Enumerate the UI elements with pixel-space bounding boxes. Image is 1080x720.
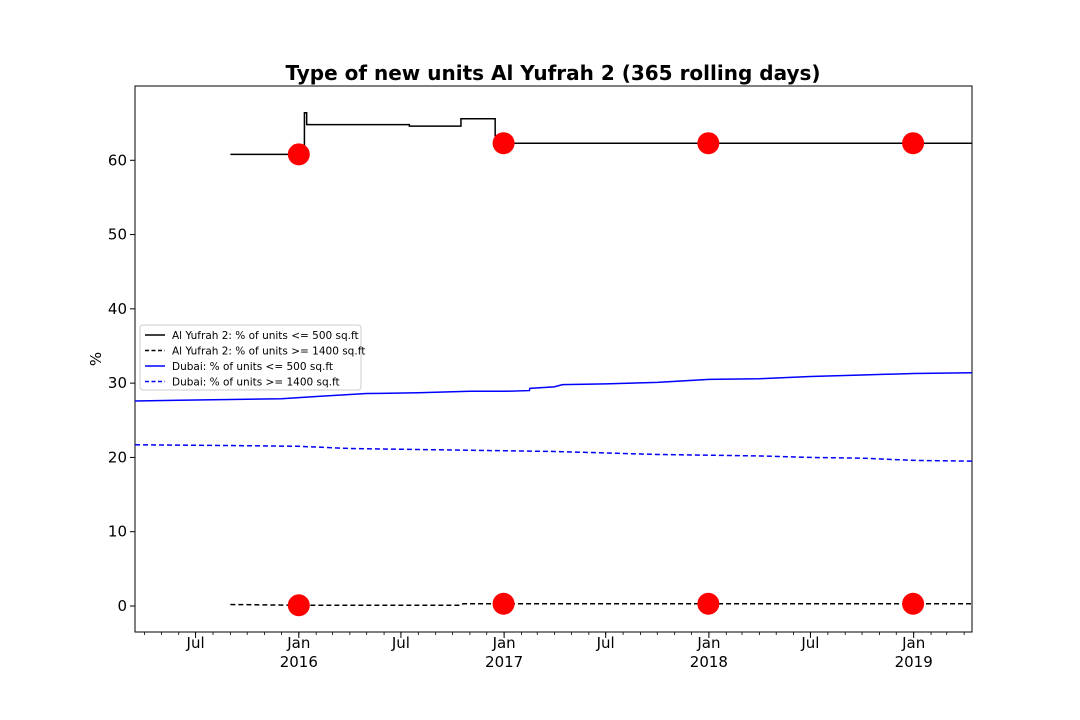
marker-point: [492, 132, 515, 155]
legend: Al Yufrah 2: % of units <= 500 sq.ft Al Y…: [139, 324, 365, 391]
marker-point: [697, 592, 720, 615]
y-axis-label: %: [87, 352, 105, 366]
y-tick-label: 0: [117, 597, 127, 615]
marker-point: [902, 132, 925, 155]
series-line-1: [230, 111, 972, 156]
y-tick-label: 60: [108, 151, 127, 169]
x-tick-label: Jan: [696, 634, 720, 652]
series-line-3: [134, 371, 973, 402]
legend-box: [139, 324, 362, 391]
x-tick-label: Jul: [186, 634, 205, 652]
marker-point: [902, 592, 925, 615]
marker-point: [492, 592, 515, 615]
legend-label: Dubai: % of units >= 1400 sq.ft: [172, 377, 340, 389]
series-line-2: [230, 603, 972, 607]
marker-group: [287, 132, 925, 617]
marker-point: [287, 594, 310, 617]
marker-point: [287, 143, 310, 166]
y-tick-label: 20: [108, 448, 127, 466]
x-tick-label: Jul: [391, 634, 410, 652]
chart-title: Type of new units Al Yufrah 2 (365 rolli…: [285, 61, 820, 85]
y-tick-label: 40: [108, 300, 127, 318]
x-tick-year-label: 2017: [485, 653, 523, 671]
x-tick-year-label: 2018: [690, 653, 728, 671]
plot-frame: [134, 85, 973, 633]
marker-point: [697, 132, 720, 155]
y-tick-label: 50: [108, 226, 127, 244]
x-tick-label: Jan: [492, 634, 516, 652]
legend-label: Al Yufrah 2: % of units >= 1400 sq.ft: [172, 346, 365, 358]
legend-label: Al Yufrah 2: % of units <= 500 sq.ft: [172, 330, 359, 342]
x-tick-year-label: 2019: [895, 653, 933, 671]
x-tick-label: Jan: [901, 634, 925, 652]
x-tick-year-label: 2016: [280, 653, 318, 671]
y-tick-label: 10: [108, 523, 127, 541]
y-tick-label: 30: [108, 374, 127, 392]
x-tick-label: Jan: [286, 634, 310, 652]
x-tick-label: Jul: [800, 634, 819, 652]
legend-label: Dubai: % of units <= 500 sq.ft: [172, 361, 333, 373]
x-tick-label: Jul: [596, 634, 615, 652]
y-axis: 0 10 20 30 40 50 60: [108, 151, 135, 615]
series-line-4: [134, 444, 973, 462]
